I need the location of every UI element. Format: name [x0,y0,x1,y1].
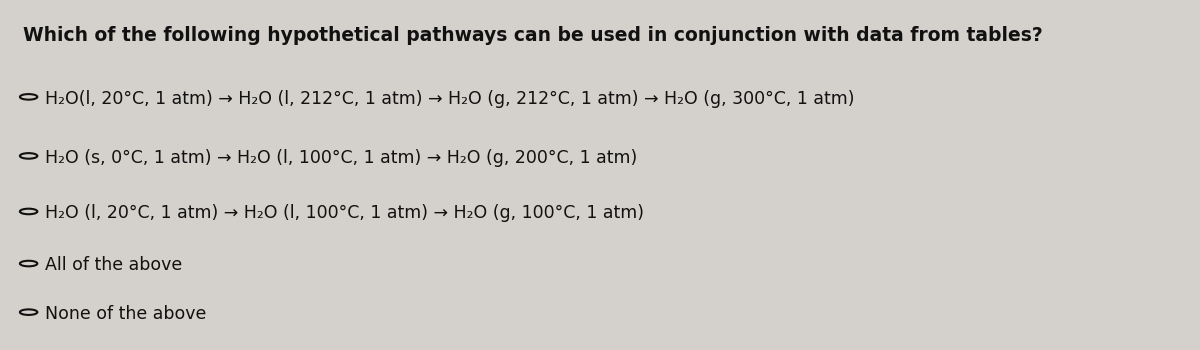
Text: H₂O (l, 20°C, 1 atm) → H₂O (l, 100°C, 1 atm) → H₂O (g, 100°C, 1 atm): H₂O (l, 20°C, 1 atm) → H₂O (l, 100°C, 1 … [44,204,644,222]
Text: Which of the following hypothetical pathways can be used in conjunction with dat: Which of the following hypothetical path… [23,26,1043,45]
Text: All of the above: All of the above [44,256,182,274]
Text: H₂O (s, 0°C, 1 atm) → H₂O (l, 100°C, 1 atm) → H₂O (g, 200°C, 1 atm): H₂O (s, 0°C, 1 atm) → H₂O (l, 100°C, 1 a… [44,149,637,167]
Text: None of the above: None of the above [44,305,206,323]
Text: H₂O(l, 20°C, 1 atm) → H₂O (l, 212°C, 1 atm) → H₂O (g, 212°C, 1 atm) → H₂O (g, 30: H₂O(l, 20°C, 1 atm) → H₂O (l, 212°C, 1 a… [44,90,854,107]
